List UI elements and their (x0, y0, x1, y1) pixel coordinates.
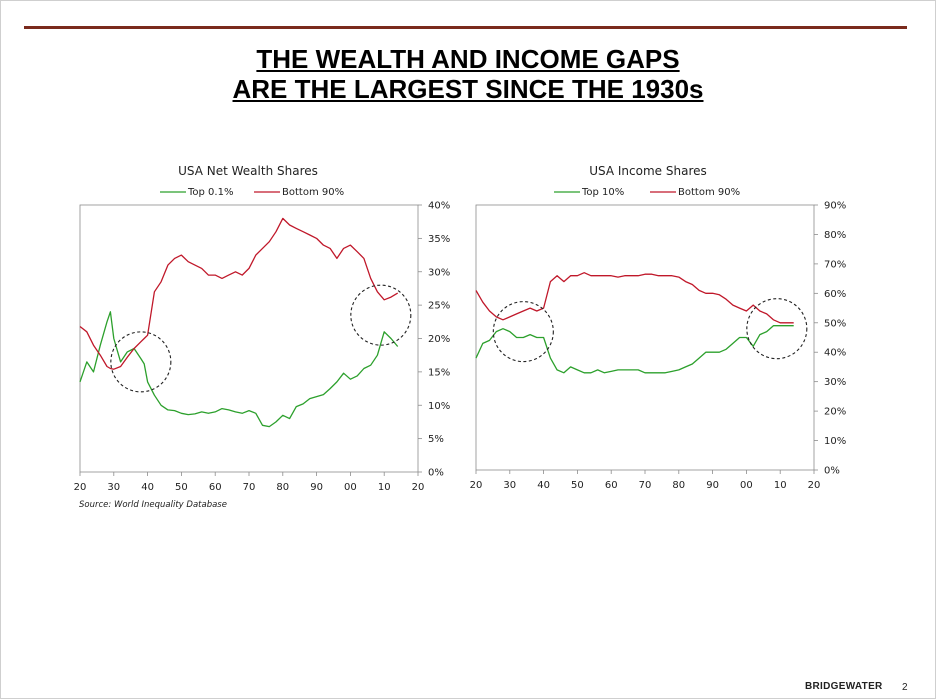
y-tick-label: 5% (428, 434, 444, 445)
y-tick-label: 15% (428, 367, 450, 378)
x-tick-label: 00 (344, 482, 357, 493)
y-tick-label: 40% (428, 201, 450, 212)
source-note: Source: World Inequality Database (79, 500, 227, 510)
x-tick-label: 20 (74, 482, 87, 493)
y-tick-label: 25% (428, 301, 450, 312)
x-tick-label: 40 (141, 482, 154, 493)
y-tick-label: 10% (428, 401, 450, 412)
slide-title-line1: THE WEALTH AND INCOME GAPS (256, 44, 680, 74)
x-tick-label: 60 (209, 482, 222, 493)
y-tick-label: 30% (428, 267, 450, 278)
slide-title-line2: ARE THE LARGEST SINCE THE 1930s (232, 74, 704, 104)
series-line-top-0-1- (79, 311, 399, 428)
highlight-circle-0 (110, 331, 172, 393)
y-tick-label: 0% (428, 468, 444, 479)
y-tick-label: 20% (428, 334, 450, 345)
page-number: 2 (902, 682, 908, 693)
x-tick-label: 10 (378, 482, 391, 493)
legend-label-0: Top 0.1% (187, 187, 233, 198)
x-tick-label: 30 (107, 482, 120, 493)
series-line-bottom-90- (79, 217, 399, 370)
legend-label-1: Bottom 90% (282, 187, 344, 198)
x-tick-label: 70 (243, 482, 256, 493)
x-tick-label: 90 (310, 482, 323, 493)
brand-logo: BRIDGEWATER (805, 681, 883, 692)
x-tick-label: 20 (412, 482, 425, 493)
x-tick-label: 80 (276, 482, 289, 493)
x-tick-label: 50 (175, 482, 188, 493)
y-tick-label: 35% (428, 234, 450, 245)
highlight-circle-1 (350, 284, 412, 346)
accent-bar (24, 26, 907, 29)
chart-title: USA Net Wealth Shares (178, 164, 318, 178)
plot-area (79, 204, 419, 473)
